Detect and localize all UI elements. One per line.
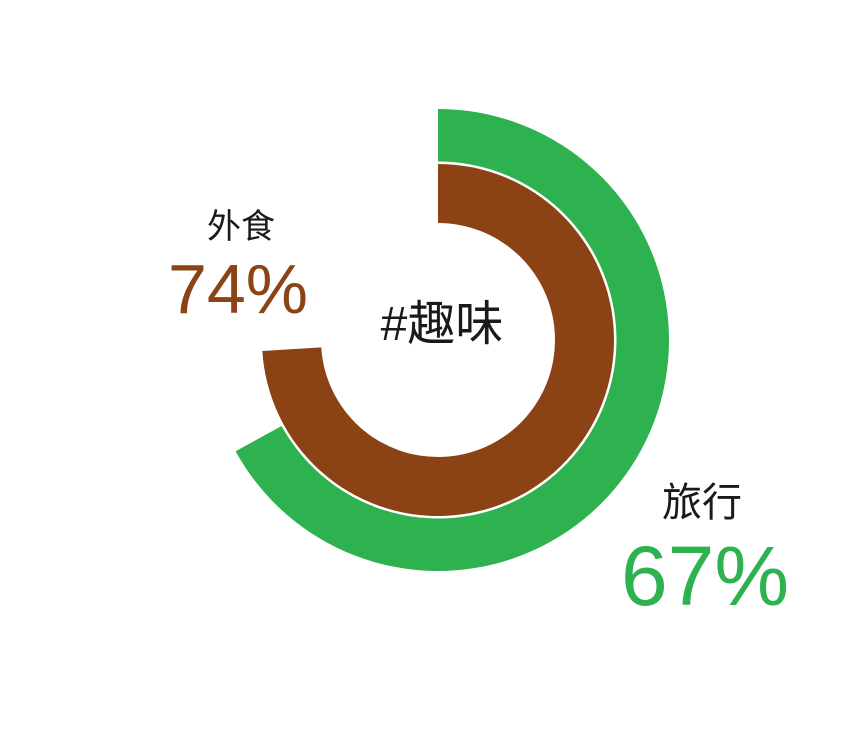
travel-value: 67% [620, 529, 790, 623]
dining-value: 74% [167, 250, 309, 328]
dining-label: 外食 [207, 208, 275, 246]
dining-arc [262, 164, 614, 516]
travel-label: 旅行 [662, 481, 742, 525]
chart-center-title: #趣味 [380, 298, 504, 351]
